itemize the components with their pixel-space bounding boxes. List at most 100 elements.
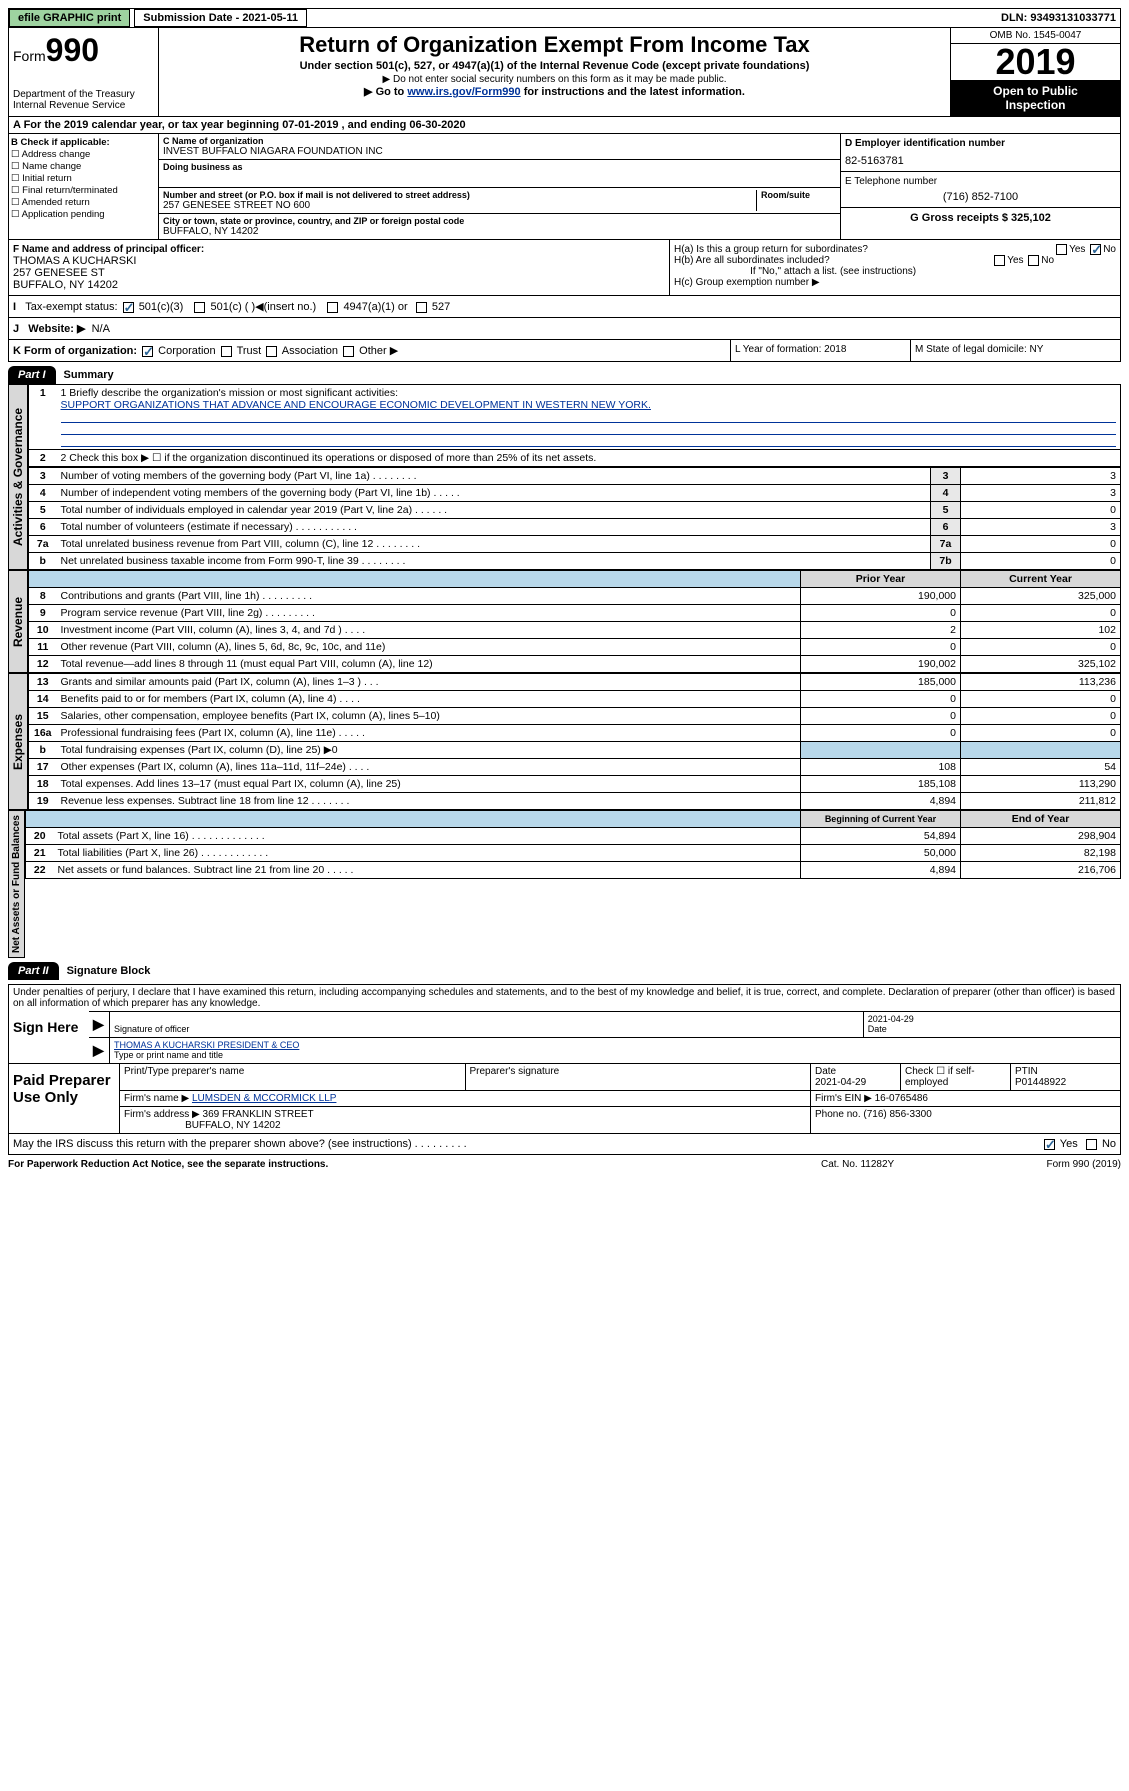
netassets-section: Net Assets or Fund Balances Beginning of… xyxy=(8,810,1121,958)
tel-label: E Telephone number xyxy=(845,176,1116,187)
goto-suffix: for instructions and the latest informat… xyxy=(521,86,745,98)
website-val: N/A xyxy=(92,323,110,335)
check-assoc[interactable] xyxy=(266,346,277,357)
check-corp[interactable] xyxy=(142,346,153,357)
revenue-section: Revenue Prior YearCurrent Year 8Contribu… xyxy=(8,570,1121,673)
city-val: BUFFALO, NY 14202 xyxy=(163,226,836,237)
vlabel-expenses: Expenses xyxy=(8,673,28,810)
firm-name-lbl: Firm's name ▶ xyxy=(124,1093,189,1104)
hdr-end: End of Year xyxy=(961,811,1121,828)
mission-text[interactable]: SUPPORT ORGANIZATIONS THAT ADVANCE AND E… xyxy=(61,399,651,411)
form-org-label: K Form of organization: xyxy=(13,345,137,357)
paid-label: Paid Preparer Use Only xyxy=(9,1064,119,1133)
firm-name[interactable]: LUMSDEN & MCCORMICK LLP xyxy=(192,1093,336,1104)
section-f-h: F Name and address of principal officer:… xyxy=(8,240,1121,296)
vlabel-revenue: Revenue xyxy=(8,570,28,673)
irs-link[interactable]: www.irs.gov/Form990 xyxy=(407,86,520,98)
dept: Department of the Treasury Internal Reve… xyxy=(13,89,154,111)
officer-label: F Name and address of principal officer: xyxy=(13,244,665,255)
year-formation: L Year of formation: 2018 xyxy=(730,340,910,361)
ha-no[interactable] xyxy=(1090,244,1101,255)
sign-here-label: Sign Here xyxy=(9,1011,89,1063)
hb-yes[interactable] xyxy=(994,255,1005,266)
part-2-tab: Part II xyxy=(8,962,59,980)
officer-addr2: BUFFALO, NY 14202 xyxy=(13,279,665,291)
self-emp-lbl[interactable]: Check ☐ if self-employed xyxy=(900,1064,1010,1090)
sig-officer-lbl: Signature of officer xyxy=(114,1024,189,1034)
check-501c3[interactable] xyxy=(123,302,134,313)
check-final[interactable]: ☐ Final return/terminated xyxy=(11,185,156,196)
officer-addr1: 257 GENESEE ST xyxy=(13,267,665,279)
discuss-no[interactable] xyxy=(1086,1139,1097,1150)
hb-label: H(b) Are all subordinates included? xyxy=(674,255,830,266)
tax-period: A For the 2019 calendar year, or tax yea… xyxy=(8,117,1121,134)
topbar: efile GRAPHIC print Submission Date - 20… xyxy=(8,8,1121,28)
tax-status-label: Tax-exempt status: xyxy=(25,301,117,313)
subtitle-2: ▶ Do not enter social security numbers o… xyxy=(163,74,946,85)
footer-form: Form 990 (2019) xyxy=(971,1159,1121,1170)
expenses-section: Expenses 13Grants and similar amounts pa… xyxy=(8,673,1121,810)
state-domicile: M State of legal domicile: NY xyxy=(910,340,1120,361)
subtitle-1: Under section 501(c), 527, or 4947(a)(1)… xyxy=(163,60,946,72)
part-1-header: Part I Summary xyxy=(8,366,1121,384)
public-2: Inspection xyxy=(1005,98,1065,112)
form-label: Form xyxy=(13,48,46,64)
arrow-icon: ▶ xyxy=(89,1012,109,1037)
check-name[interactable]: ☐ Name change xyxy=(11,161,156,172)
box-b-label: B Check if applicable: xyxy=(11,137,156,148)
ein-val: 82-5163781 xyxy=(845,155,1116,167)
part-1-title: Summary xyxy=(56,369,114,381)
check-initial[interactable]: ☐ Initial return xyxy=(11,173,156,184)
name-lbl: Type or print name and title xyxy=(114,1050,223,1060)
check-amended[interactable]: ☐ Amended return xyxy=(11,197,156,208)
row-j: J Website: ▶ N/A xyxy=(8,318,1121,340)
row-k-l-m: K Form of organization: Corporation Trus… xyxy=(8,340,1121,362)
tax-year: 2019 xyxy=(951,44,1120,80)
hb-no[interactable] xyxy=(1028,255,1039,266)
dln: DLN: 93493131033771 xyxy=(1001,12,1120,24)
vlabel-governance: Activities & Governance xyxy=(8,384,28,570)
check-other[interactable] xyxy=(343,346,354,357)
org-name-label: C Name of organization xyxy=(163,136,836,146)
sig-intro: Under penalties of perjury, I declare th… xyxy=(9,985,1120,1011)
website-label: Website: ▶ xyxy=(28,323,85,335)
prep-date: 2021-04-29 xyxy=(815,1077,866,1088)
firm-addr-lbl: Firm's address ▶ xyxy=(124,1109,200,1120)
vlabel-net: Net Assets or Fund Balances xyxy=(8,810,25,958)
firm-addr2: BUFFALO, NY 14202 xyxy=(185,1120,280,1131)
sig-date: 2021-04-29 xyxy=(868,1014,914,1024)
ha-yes[interactable] xyxy=(1056,244,1067,255)
firm-ein: Firm's EIN ▶ 16-0765486 xyxy=(810,1091,1120,1106)
paid-preparer: Paid Preparer Use Only Print/Type prepar… xyxy=(9,1063,1120,1133)
officer-name: THOMAS A KUCHARSKI xyxy=(13,255,665,267)
check-527[interactable] xyxy=(416,302,427,313)
submission-date: Submission Date - 2021-05-11 xyxy=(134,9,307,27)
ptin-val: P01448922 xyxy=(1015,1077,1066,1088)
hb-note: If "No," attach a list. (see instruction… xyxy=(674,266,1116,277)
check-501c[interactable] xyxy=(194,302,205,313)
arrow-icon: ▶ xyxy=(89,1038,109,1063)
check-4947[interactable] xyxy=(327,302,338,313)
firm-phone: Phone no. (716) 856-3300 xyxy=(810,1107,1120,1133)
street-label: Number and street (or P.O. box if mail i… xyxy=(163,190,756,200)
public-1: Open to Public xyxy=(993,84,1078,98)
hdr-beg: Beginning of Current Year xyxy=(801,811,961,828)
firm-addr1: 369 FRANKLIN STREET xyxy=(203,1109,314,1120)
efile-btn[interactable]: efile GRAPHIC print xyxy=(9,9,130,27)
hdr-curr: Current Year xyxy=(961,571,1121,588)
page-footer: For Paperwork Reduction Act Notice, see … xyxy=(8,1159,1121,1170)
discuss-yes[interactable] xyxy=(1044,1139,1055,1150)
check-pending[interactable]: ☐ Application pending xyxy=(11,209,156,220)
part-2-header: Part II Signature Block xyxy=(8,962,1121,980)
hdr-prior: Prior Year xyxy=(801,571,961,588)
form-header: Form990 Department of the Treasury Inter… xyxy=(8,28,1121,117)
ein-label: D Employer identification number xyxy=(845,138,1116,149)
prep-date-lbl: Date xyxy=(815,1066,836,1077)
check-address[interactable]: ☐ Address change xyxy=(11,149,156,160)
row-i: I Tax-exempt status: 501(c)(3) 501(c) ( … xyxy=(8,296,1121,318)
room-label: Room/suite xyxy=(761,190,836,200)
check-trust[interactable] xyxy=(221,346,232,357)
signature-block: Under penalties of perjury, I declare th… xyxy=(8,984,1121,1155)
governance-section: Activities & Governance 1 1 Briefly desc… xyxy=(8,384,1121,570)
form-title: Return of Organization Exempt From Incom… xyxy=(163,32,946,58)
